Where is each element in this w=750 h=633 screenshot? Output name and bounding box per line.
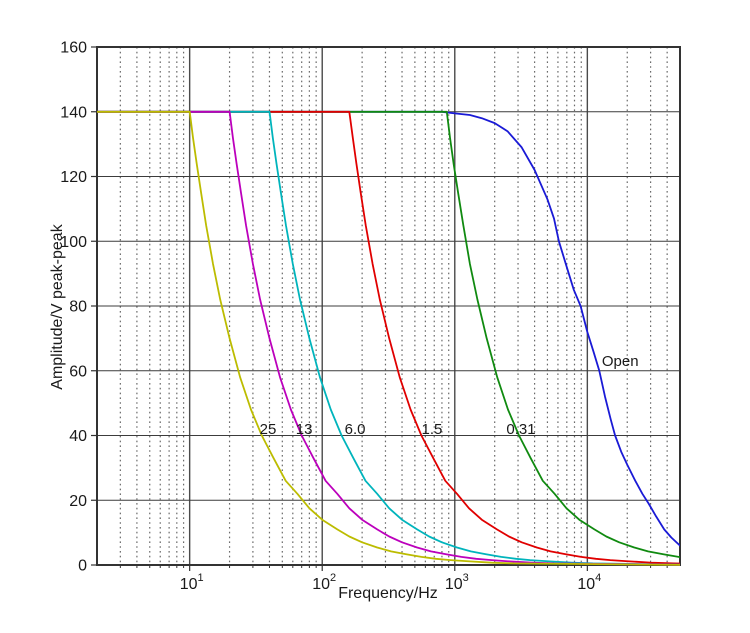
x-tick-label: 103 [445, 572, 469, 593]
curve-13 [97, 110, 680, 566]
x-tick-label: 102 [312, 572, 336, 593]
curve-0-31 [97, 110, 680, 559]
curve-label: 0.31 [506, 421, 535, 438]
curve-6-0 [97, 110, 680, 566]
x-axis-title: Frequency/Hz [338, 585, 438, 602]
plot-border [96, 46, 681, 566]
y-axis-title: Amplitude/V peak-peak [49, 224, 66, 390]
y-tick-label: 120 [60, 169, 87, 186]
y-tick-label: 140 [60, 104, 87, 121]
curve-open [97, 110, 680, 547]
curve-label: 25 [260, 421, 277, 438]
y-tick-label: 0 [78, 558, 87, 575]
y-tick-label: 40 [69, 428, 87, 445]
y-tick-label: 100 [60, 234, 87, 251]
y-tick-label: 160 [60, 40, 87, 57]
curve-label: Open [602, 353, 639, 370]
curve-1-5 [97, 110, 680, 565]
curve-label: 13 [296, 421, 313, 438]
y-tick-label: 20 [69, 493, 87, 510]
curve-label: 1.5 [422, 421, 443, 438]
curve-25 [97, 110, 680, 566]
y-tick-label: 60 [69, 363, 87, 380]
curve-label: 6.0 [345, 421, 366, 438]
y-tick-label: 80 [69, 299, 87, 316]
x-tick-label: 104 [577, 572, 601, 593]
x-tick-label: 101 [180, 572, 204, 593]
